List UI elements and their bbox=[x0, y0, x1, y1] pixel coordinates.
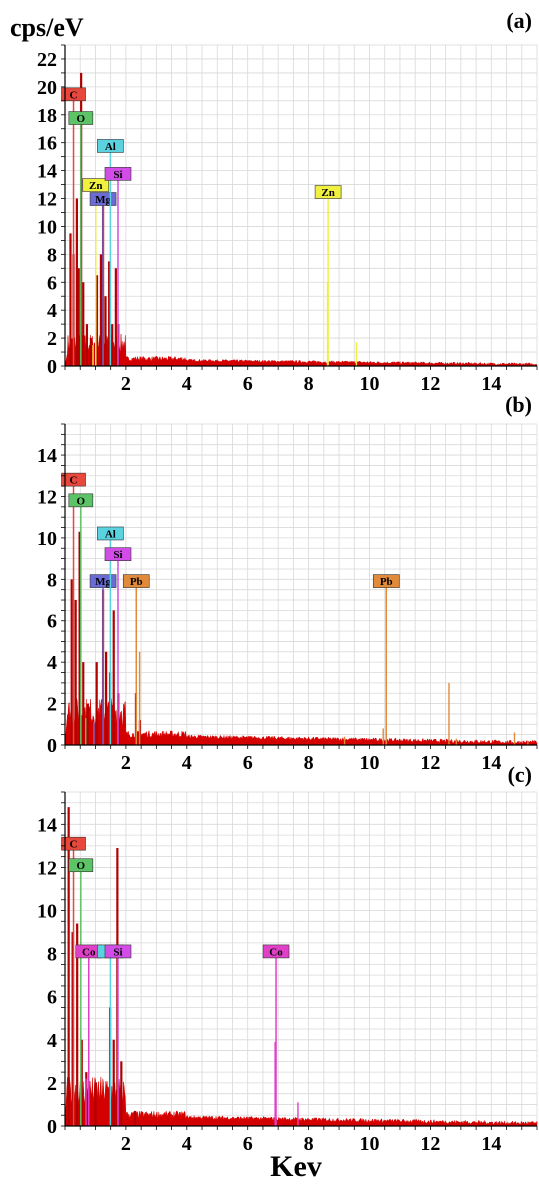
y-tick-label: 0 bbox=[47, 356, 57, 378]
y-axis-unit-label: cps/eV bbox=[10, 13, 84, 42]
element-tag-label: Mg bbox=[95, 576, 111, 588]
y-tick-label: 6 bbox=[47, 987, 57, 1009]
element-tag-box bbox=[89, 574, 117, 588]
y-tick-label: 14 bbox=[37, 814, 57, 836]
element-tag-box bbox=[68, 493, 94, 508]
x-tick-label: 10 bbox=[360, 752, 380, 774]
element-tag-box bbox=[97, 526, 124, 541]
x-tick-label: 2 bbox=[121, 752, 131, 774]
background-spectrum bbox=[64, 698, 538, 746]
element-tag-box bbox=[372, 574, 400, 588]
element-tag-label: Al bbox=[105, 141, 116, 153]
y-tick-label: 2 bbox=[47, 328, 57, 350]
element-tag-box bbox=[61, 87, 86, 102]
y-tick-label: 8 bbox=[47, 944, 57, 966]
y-tick-label: 14 bbox=[37, 161, 57, 183]
background-spectrum bbox=[64, 333, 538, 367]
y-tick-label: 6 bbox=[47, 272, 57, 294]
element-tag-box bbox=[61, 472, 86, 487]
y-tick-label: 20 bbox=[37, 77, 57, 99]
x-tick-label: 12 bbox=[420, 373, 440, 395]
x-tick-label: 8 bbox=[304, 373, 314, 395]
element-tag-label: Zn bbox=[89, 180, 102, 192]
element-tag-label: C bbox=[70, 839, 78, 851]
y-tick-label: 8 bbox=[47, 244, 57, 266]
element-tag-box bbox=[104, 167, 132, 181]
y-tick-label: 0 bbox=[47, 735, 57, 757]
element-tag-label: Si bbox=[113, 549, 122, 561]
x-tick-label: 10 bbox=[360, 1133, 380, 1155]
element-tag-label: O bbox=[77, 860, 86, 872]
y-tick-label: 4 bbox=[47, 1030, 57, 1052]
element-tag-label: Al bbox=[105, 528, 116, 540]
y-tick-label: 2 bbox=[47, 694, 57, 716]
x-tick-label: 12 bbox=[420, 1133, 440, 1155]
x-tick-label: 4 bbox=[182, 752, 192, 774]
y-tick-label: 10 bbox=[37, 901, 57, 923]
x-axis-label: Kev bbox=[270, 1150, 322, 1183]
element-tag-box bbox=[314, 185, 342, 199]
element-tag-box bbox=[97, 139, 124, 153]
x-tick-label: 12 bbox=[420, 752, 440, 774]
element-tag-label: Co bbox=[269, 946, 283, 958]
y-tick-label: 2 bbox=[47, 1073, 57, 1095]
element-tag-label: Pb bbox=[130, 576, 143, 588]
element-tag-box bbox=[61, 836, 86, 851]
y-tick-label: 12 bbox=[37, 857, 57, 879]
y-tick-label: 10 bbox=[37, 216, 57, 238]
panel-label: (c) bbox=[508, 762, 532, 787]
x-tick-label: 14 bbox=[481, 1133, 501, 1155]
panel-label: (b) bbox=[505, 392, 532, 417]
y-tick-label: 0 bbox=[47, 1116, 57, 1138]
element-tag-label: C bbox=[70, 475, 78, 487]
x-tick-label: 2 bbox=[121, 373, 131, 395]
element-tag-box bbox=[82, 178, 110, 192]
element-tag-label: Co bbox=[82, 946, 96, 958]
element-tag-box bbox=[89, 192, 117, 206]
element-tag-label: Mg bbox=[95, 194, 111, 206]
spectrum-panel: (b) CO Mg Al Si Pb Pb 0 2 4 6 8 10 12 14 2 4 6 8 10 12 14 bbox=[37, 392, 538, 774]
element-tag-label: O bbox=[77, 113, 86, 125]
element-tag-box bbox=[262, 944, 290, 959]
background-spectrum bbox=[64, 1076, 538, 1127]
element-tag-label: C bbox=[70, 89, 78, 101]
element-tag-label: Si bbox=[113, 169, 122, 181]
element-tag-label: O bbox=[77, 495, 86, 507]
x-tick-label: 6 bbox=[243, 1133, 253, 1155]
y-tick-label: 4 bbox=[47, 652, 57, 674]
x-tick-label: 6 bbox=[243, 373, 253, 395]
y-tick-label: 8 bbox=[47, 569, 57, 591]
element-tag-box bbox=[122, 574, 150, 588]
x-tick-label: 8 bbox=[304, 1133, 314, 1155]
element-tag-box bbox=[68, 858, 94, 873]
y-tick-label: 10 bbox=[37, 528, 57, 550]
y-tick-label: 12 bbox=[37, 189, 57, 211]
y-tick-label: 22 bbox=[37, 49, 57, 71]
y-tick-label: 12 bbox=[37, 486, 57, 508]
y-tick-label: 6 bbox=[47, 611, 57, 633]
panel-label: (a) bbox=[506, 8, 532, 33]
spectrum-panel: (c)COCoAlSiCo024681012142468101214 bbox=[37, 762, 538, 1155]
y-tick-label: 16 bbox=[37, 133, 57, 155]
x-tick-label: 4 bbox=[182, 1133, 192, 1155]
element-tag-box bbox=[104, 944, 132, 959]
x-tick-label: 14 bbox=[481, 752, 501, 774]
element-tag-label: Zn bbox=[321, 187, 334, 199]
y-tick-label: 4 bbox=[47, 300, 57, 322]
x-tick-label: 8 bbox=[304, 752, 314, 774]
x-tick-label: 14 bbox=[481, 373, 501, 395]
element-tag-label: Si bbox=[113, 946, 122, 958]
x-tick-label: 10 bbox=[360, 373, 380, 395]
y-tick-label: 14 bbox=[37, 445, 57, 467]
element-tag-box bbox=[68, 111, 94, 125]
y-tick-label: 18 bbox=[37, 105, 57, 127]
element-tag-box bbox=[104, 547, 132, 561]
x-tick-label: 4 bbox=[182, 373, 192, 395]
x-tick-label: 2 bbox=[121, 1133, 131, 1155]
x-tick-label: 6 bbox=[243, 752, 253, 774]
element-tag-label: Pb bbox=[380, 576, 393, 588]
